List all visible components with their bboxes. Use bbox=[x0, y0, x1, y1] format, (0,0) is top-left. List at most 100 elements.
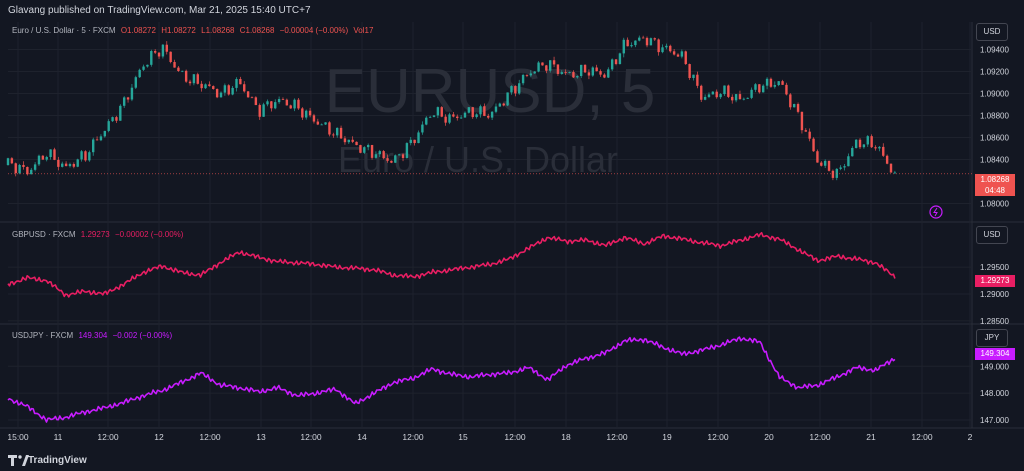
chart-canvas[interactable]: EURUSD, 5 Euro / U.S. Dollar 1.094001.09… bbox=[0, 0, 1024, 450]
candle-body bbox=[417, 132, 420, 144]
candle-body bbox=[374, 154, 378, 158]
candle-body bbox=[502, 103, 505, 106]
usdjpy-legend: USDJPY · FXCM 149.304 −0.002 (−0.00%) bbox=[12, 331, 175, 340]
candle-body bbox=[80, 151, 83, 160]
candle-body bbox=[444, 116, 447, 123]
candle-body bbox=[18, 164, 21, 174]
candle-body bbox=[483, 106, 486, 116]
candle-body bbox=[208, 84, 211, 87]
candle-body bbox=[425, 117, 428, 125]
candle-body bbox=[397, 154, 401, 156]
candle-body bbox=[641, 37, 645, 39]
candle-body bbox=[111, 117, 114, 122]
candle-body bbox=[428, 116, 432, 118]
usdjpy-pane[interactable] bbox=[7, 336, 896, 423]
candle-body bbox=[762, 85, 765, 93]
grid-lines bbox=[0, 22, 1024, 429]
candle-body bbox=[312, 115, 316, 122]
candle-body bbox=[885, 155, 889, 164]
candle-body bbox=[537, 62, 540, 72]
candle-body bbox=[378, 151, 381, 155]
replay-icon[interactable] bbox=[929, 205, 943, 219]
candle-body bbox=[215, 88, 219, 98]
candle-body bbox=[506, 92, 509, 106]
candle-body bbox=[363, 147, 366, 153]
candle-body bbox=[126, 97, 130, 100]
candle-body bbox=[595, 67, 598, 72]
eurusd-close: C1.08268 bbox=[239, 26, 275, 35]
candle-body bbox=[579, 64, 583, 77]
candle-body bbox=[583, 64, 587, 73]
candle-body bbox=[657, 39, 660, 53]
candle-body bbox=[808, 131, 811, 139]
candle-body bbox=[518, 83, 521, 94]
candle-body bbox=[820, 162, 823, 166]
candle-body bbox=[386, 158, 389, 161]
candle-body bbox=[448, 114, 451, 123]
candle-body bbox=[665, 45, 668, 48]
gbpusd-symbol: GBPUSD · FXCM bbox=[12, 230, 76, 239]
candle-body bbox=[851, 147, 854, 157]
eurusd-price-axis[interactable]: 1.09400 1.09200 1.09000 1.08800 1.08600 1.084… bbox=[980, 46, 1009, 209]
price-tick-label: 1.29000 bbox=[980, 290, 1009, 299]
price-tick-label: 1.28500 bbox=[980, 317, 1009, 326]
candle-body bbox=[645, 37, 649, 46]
usdjpy-price-axis[interactable]: 149.000 148.000 147.000 bbox=[980, 362, 1009, 425]
candle-body bbox=[188, 81, 192, 84]
candle-body bbox=[53, 149, 56, 160]
time-tick-label: 12:00 bbox=[97, 432, 119, 442]
candle-body bbox=[436, 107, 440, 116]
candle-body bbox=[231, 87, 234, 95]
candle-body bbox=[258, 105, 261, 117]
candle-body bbox=[57, 159, 60, 167]
candle-body bbox=[854, 139, 858, 148]
candle-body bbox=[715, 91, 718, 98]
gbpusd-change: −0.00002 (−0.00%) bbox=[114, 230, 184, 239]
candle-body bbox=[700, 85, 703, 100]
price-tick-label: 148.000 bbox=[980, 389, 1009, 398]
candle-body bbox=[564, 72, 567, 73]
candle-body bbox=[525, 74, 529, 76]
price-tick-label: 1.08800 bbox=[980, 112, 1009, 121]
time-tick-label: 14 bbox=[357, 432, 367, 442]
time-tick-label: 15 bbox=[458, 432, 468, 442]
candle-body bbox=[64, 163, 68, 167]
candle-body bbox=[223, 85, 227, 93]
candle-body bbox=[812, 138, 815, 152]
published-header: Glavang published on TradingView.com, Ma… bbox=[0, 0, 1024, 22]
candle-body bbox=[649, 38, 653, 46]
candle-body bbox=[800, 111, 804, 131]
eurusd-pane[interactable] bbox=[6, 35, 972, 181]
candle-body bbox=[459, 117, 463, 119]
gbpusd-price-axis[interactable]: 1.29500 1.29000 1.28500 bbox=[980, 263, 1009, 326]
candle-body bbox=[157, 52, 161, 57]
candle-body bbox=[239, 78, 242, 85]
candle-body bbox=[324, 122, 327, 125]
candle-body bbox=[169, 51, 172, 63]
time-axis[interactable]: 15:00 11 12:00 12 12:00 13 12:00 14 12:00 15 12:00… bbox=[7, 432, 972, 442]
time-tick-label: 12:00 bbox=[707, 432, 729, 442]
candle-body bbox=[192, 74, 196, 84]
candle-body bbox=[785, 84, 788, 95]
candle-body bbox=[401, 154, 405, 158]
gbpusd-currency-button[interactable]: USD bbox=[976, 226, 1008, 244]
candle-body bbox=[634, 40, 637, 46]
eurusd-currency-button[interactable]: USD bbox=[976, 23, 1008, 41]
candle-body bbox=[153, 51, 157, 53]
eurusd-low: L1.08268 bbox=[201, 26, 235, 35]
candle-body bbox=[599, 71, 602, 75]
candle-body bbox=[746, 97, 749, 99]
candle-body bbox=[711, 91, 715, 95]
candle-body bbox=[816, 151, 819, 163]
usdjpy-symbol: USDJPY · FXCM bbox=[12, 331, 74, 340]
candle-body bbox=[672, 51, 676, 55]
candle-body bbox=[382, 151, 385, 159]
candle-body bbox=[235, 78, 238, 88]
candle-body bbox=[781, 81, 784, 85]
candle-body bbox=[394, 155, 397, 163]
candle-body bbox=[332, 134, 335, 136]
candle-body bbox=[773, 85, 777, 87]
candle-body bbox=[839, 167, 842, 169]
gbpusd-pane[interactable] bbox=[7, 231, 896, 298]
usdjpy-currency-button[interactable]: JPY bbox=[976, 329, 1008, 347]
